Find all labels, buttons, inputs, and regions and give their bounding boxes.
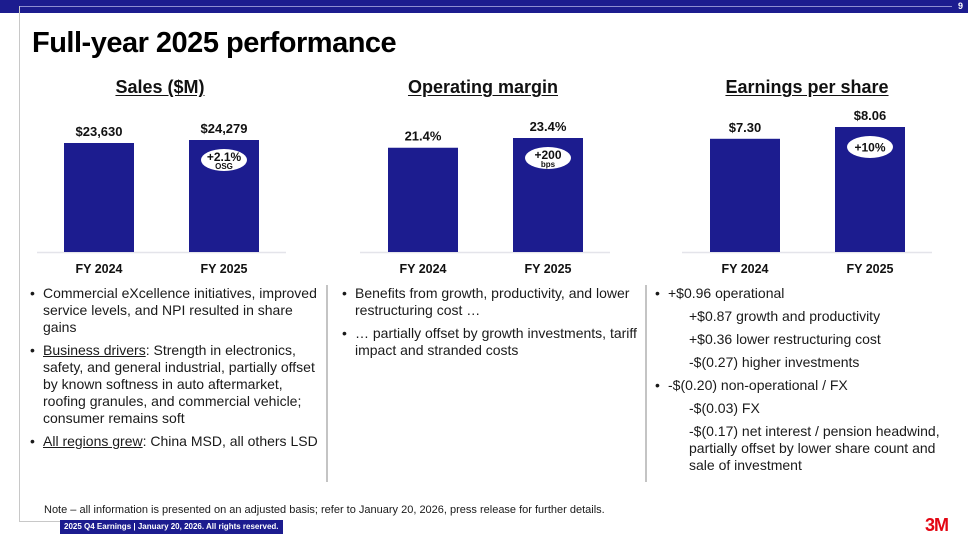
category-label: FY 2024 [75, 262, 122, 276]
category-label: FY 2025 [846, 262, 893, 276]
change-badge-value: +2.1% [207, 150, 242, 164]
bar-value-label: 23.4% [530, 119, 567, 134]
bullet-item: +$0.96 operational [655, 285, 960, 302]
margin-commentary: Benefits from growth, productivity, and … [342, 285, 642, 365]
frame-bottom-rule [19, 521, 61, 522]
category-label: FY 2025 [200, 262, 247, 276]
category-label: FY 2024 [399, 262, 446, 276]
sub-bullet-item: -$(0.03) FX [655, 400, 960, 417]
bullet-item: Commercial eXcellence initiatives, impro… [30, 285, 325, 336]
bullet-text: -$(0.27) higher investments [689, 354, 860, 370]
bullet-text: : China MSD, all others LSD [142, 433, 318, 449]
bullet-heading: All regions grew [43, 433, 143, 449]
bullet-item: All regions grew: China MSD, all others … [30, 433, 325, 450]
bar-eps-fy-2024 [710, 138, 780, 252]
bullet-text: … partially offset by growth investments… [355, 325, 637, 358]
eps-commentary: +$0.96 operational +$0.87 growth and prod… [655, 285, 960, 480]
3m-logo: 3M [925, 515, 949, 535]
sub-bullet-item: -$(0.17) net interest / pension headwind… [655, 423, 960, 474]
bullet-text: Benefits from growth, productivity, and … [355, 285, 630, 318]
bar-value-label: $8.06 [854, 108, 887, 123]
category-label: FY 2024 [721, 262, 768, 276]
bullet-text: -$(0.03) FX [689, 400, 760, 416]
footnote: Note – all information is presented on a… [44, 504, 605, 516]
bullet-item: … partially offset by growth investments… [342, 325, 642, 359]
bar-value-label: $7.30 [729, 120, 762, 135]
bar-value-label: $23,630 [76, 124, 123, 139]
page-title: Full-year 2025 performance [32, 27, 397, 59]
bar-value-label: 21.4% [405, 129, 442, 144]
change-badge [201, 149, 247, 171]
column-divider [326, 285, 328, 482]
change-badge [847, 136, 893, 158]
bullet-heading: Business drivers [43, 342, 146, 358]
chart-title-operating-margin: Operating margin [407, 77, 559, 97]
bullet-item: -$(0.20) non-operational / FX [655, 377, 960, 394]
bullet-text: +$0.96 operational [668, 285, 785, 301]
bullet-text: -$(0.17) net interest / pension headwind… [689, 423, 940, 473]
change-badge [525, 147, 571, 169]
bullet-text: : Strength in electronics, safety, and g… [43, 342, 315, 426]
frame-left-rule [19, 6, 20, 522]
sub-bullet-item: -$(0.27) higher investments [655, 354, 960, 371]
change-badge-unit: bps [541, 160, 556, 169]
bullet-text: +$0.36 lower restructuring cost [689, 331, 881, 347]
footer-copyright: 2025 Q4 Earnings | January 20, 2026. All… [60, 520, 283, 534]
bullet-item: Business drivers: Strength in electronic… [30, 342, 325, 427]
chart-title-sales: Sales ($M) [115, 77, 205, 97]
chart-title-eps: Earnings per share [725, 77, 889, 97]
bar-sales-fy-2024 [64, 142, 134, 252]
change-badge-value: +10% [854, 141, 885, 155]
bar-operating-margin-fy-2024 [388, 147, 458, 252]
sub-bullet-item: +$0.87 growth and productivity [655, 308, 960, 325]
column-divider [645, 285, 647, 482]
change-badge-value: +200 [534, 148, 561, 162]
bullet-text: +$0.87 growth and productivity [689, 308, 881, 324]
bullet-text: -$(0.20) non-operational / FX [668, 377, 848, 393]
top-rule [19, 6, 952, 7]
bullet-text: Commercial eXcellence initiatives, impro… [43, 285, 317, 335]
change-badge-unit: OSG [215, 162, 233, 171]
bar-value-label: $24,279 [201, 121, 248, 136]
bar-charts: $23,630 FY 2024 $24,279 FY 2025 +2.1%OSG 21.4… [37, 108, 932, 276]
sales-commentary: Commercial eXcellence initiatives, impro… [30, 285, 325, 456]
bullet-item: Benefits from growth, productivity, and … [342, 285, 642, 319]
page-number: 9 [957, 1, 963, 11]
category-label: FY 2025 [524, 262, 571, 276]
sub-bullet-item: +$0.36 lower restructuring cost [655, 331, 960, 348]
